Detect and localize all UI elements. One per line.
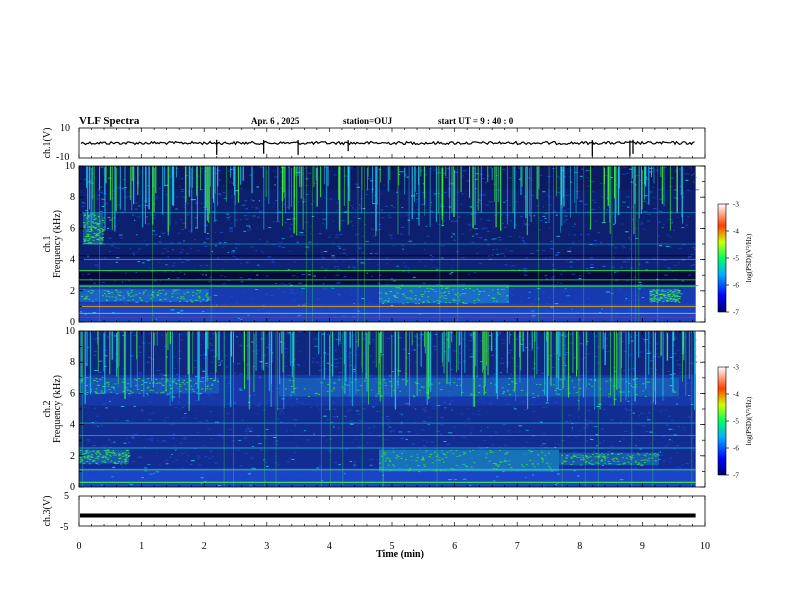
ch1-spectro-ylabel-1: ch.1 — [42, 236, 53, 253]
spectro-ytick-label: 8 — [70, 192, 75, 203]
ch1-spectro-ylabel-2: Frequency (kHz) — [52, 210, 63, 278]
colorbar-tick-label: -5 — [733, 255, 739, 263]
start-ut-label: start UT = 9 : 40 : 0 — [438, 116, 514, 126]
x-tick-label: 3 — [264, 541, 269, 552]
ch3-ylabel: ch.3(V) — [42, 496, 53, 527]
ch2-spectro-ylabel-2: Frequency (kHz) — [52, 375, 63, 443]
colorbar-tick-label: -4 — [733, 228, 739, 236]
colorbar-tick-label: -6 — [733, 282, 739, 290]
x-tick-label: 7 — [515, 541, 520, 552]
colorbar-tick-label: -4 — [733, 391, 739, 399]
spectro-ytick-label: 10 — [65, 161, 75, 172]
spectro-ytick-label: 0 — [70, 317, 75, 328]
spectro-ytick-label: 6 — [70, 223, 75, 234]
x-tick-label: 5 — [390, 541, 395, 552]
ch2-spectrogram-panel: 0 2 4 6 8 10 ch.2 Frequency (kHz) -3 -4 -5 -6 -7 … — [42, 326, 753, 493]
ch1-ytick-top: 10 — [60, 123, 70, 134]
spectro-ytick-label: 2 — [70, 451, 75, 462]
colorbar-tick-label: -7 — [733, 309, 739, 317]
x-tick-label: 9 — [640, 541, 645, 552]
date-label: Apr. 6 , 2025 — [251, 116, 300, 126]
x-axis-label: Time (min) — [376, 549, 424, 560]
x-axis-ticks: 0 1 2 3 4 5 6 7 8 9 10 — [77, 128, 710, 552]
ch1-spectrogram-image — [79, 166, 705, 322]
ch3-ytick-top: 5 — [64, 491, 69, 502]
ch2-colorbar: -3 -4 -5 -6 -7 log(PSD)(V²/Hz) — [717, 364, 753, 480]
x-tick-label: 10 — [700, 541, 710, 552]
spectro-ytick-label: 10 — [65, 326, 75, 337]
ch2-colorbar-label: log(PSD)(V²/Hz) — [745, 396, 753, 445]
spectro-ytick-label: 8 — [70, 357, 75, 368]
ch1-waveform-trace — [80, 140, 695, 146]
ch1-ylabel: ch.1(V) — [42, 128, 53, 159]
x-tick-label: 1 — [139, 541, 144, 552]
colorbar-tick-label: -3 — [733, 364, 739, 372]
ch3-ytick-bottom: -5 — [60, 522, 68, 533]
spectro-ytick-label: 2 — [70, 286, 75, 297]
ch2-spectrogram-image — [79, 331, 705, 487]
x-tick-label: 6 — [452, 541, 457, 552]
ch1-colorbar: -3 -4 -5 -6 -7 log(PSD)(V²/Hz) — [717, 201, 753, 317]
ch1-spikes — [216, 139, 634, 157]
station-label: station=OUJ — [343, 116, 393, 126]
x-tick-label: 4 — [327, 541, 332, 552]
spectro-ytick-label: 0 — [70, 482, 75, 493]
spectro-ytick-label: 6 — [70, 388, 75, 399]
x-tick-label: 0 — [77, 541, 82, 552]
x-tick-label: 2 — [202, 541, 207, 552]
ch1-colorbar-label: log(PSD)(V²/Hz) — [745, 233, 753, 282]
figure-title: VLF Spectra — [79, 115, 140, 127]
ch1-spectrogram-panel: 0 2 4 6 8 10 ch.1 Frequency (kHz) -3 -4 -5 -6 -7 … — [42, 161, 753, 328]
colorbar-tick-label: -5 — [733, 418, 739, 426]
colorbar-tick-label: -6 — [733, 445, 739, 453]
spectro-ytick-label: 4 — [70, 420, 75, 431]
ch1-ytick-bottom: -10 — [56, 152, 69, 163]
ch2-spectro-ylabel-1: ch.2 — [42, 401, 53, 418]
colorbar-tick-label: -7 — [733, 472, 739, 480]
colorbar-tick-label: -3 — [733, 201, 739, 209]
spectro-ytick-label: 4 — [70, 255, 75, 266]
x-tick-label: 8 — [577, 541, 582, 552]
